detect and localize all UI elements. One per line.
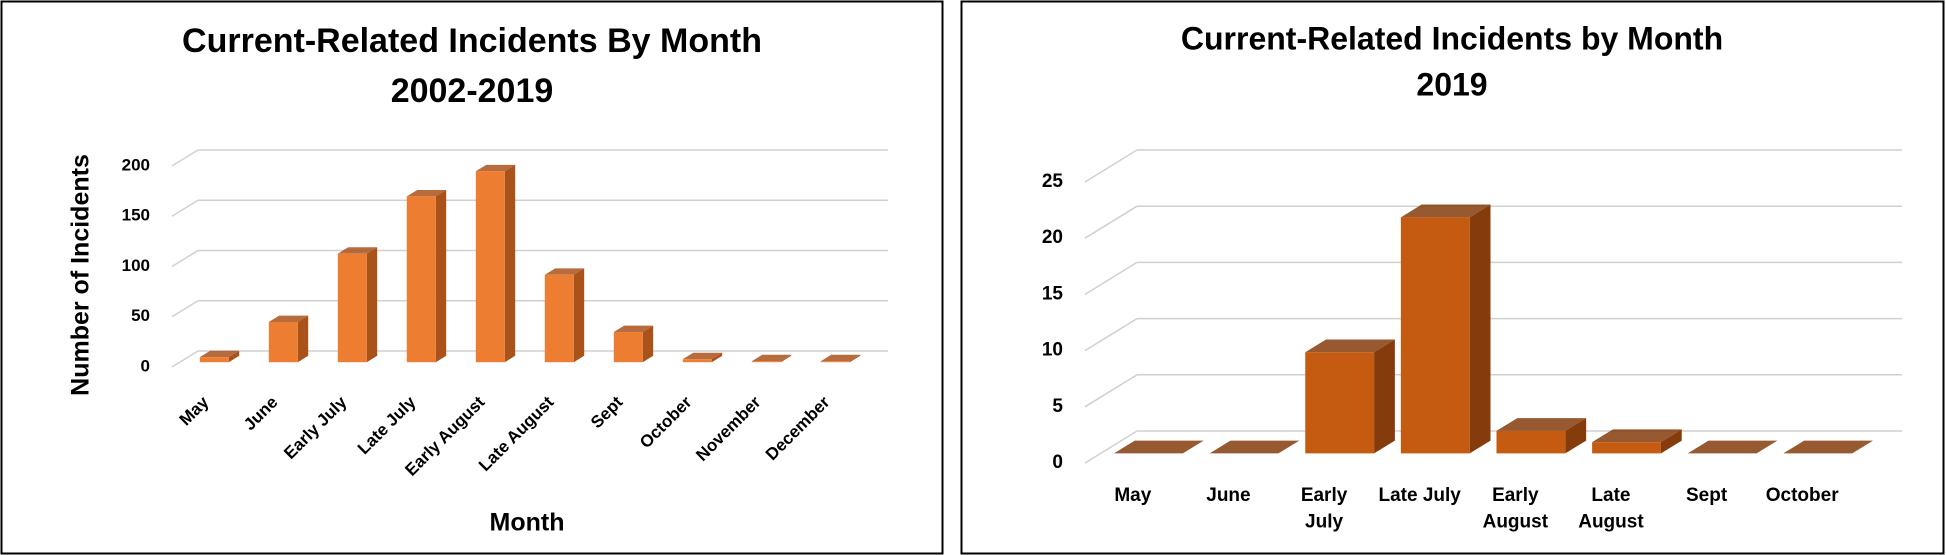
bar-side [366, 247, 378, 363]
grid-line-side [1084, 430, 1138, 464]
bar [1305, 352, 1375, 454]
bar-top [682, 352, 723, 360]
grid-line-side [171, 249, 199, 268]
x-tick-label: May [1114, 485, 1151, 506]
bar [337, 253, 367, 363]
bar [544, 274, 574, 363]
y-tick-label: 50 [131, 306, 150, 325]
bar-side [1469, 204, 1491, 454]
y-tick-label: 5 [1052, 396, 1063, 417]
x-axis-label: Month [490, 509, 565, 537]
y-tick-label: 20 [1042, 227, 1063, 248]
bar-top [1783, 440, 1874, 454]
bar-top [1113, 440, 1204, 454]
bar [1592, 442, 1661, 454]
chart-title: Current-Related Incidents By Month [182, 22, 762, 60]
panel-border [0, 0, 944, 555]
x-tick-label: June [1206, 485, 1250, 506]
bar-side [228, 350, 240, 363]
bar [406, 196, 436, 363]
grid-line-side [171, 199, 199, 217]
bar [751, 361, 781, 363]
y-tick-label: 25 [1042, 171, 1064, 192]
grid-line-side [1084, 261, 1138, 296]
bar [475, 171, 505, 363]
bar-top [820, 354, 861, 362]
y-tick-label: 100 [122, 256, 150, 275]
bar-side [1565, 418, 1587, 454]
bar [268, 322, 298, 363]
bar-top [751, 354, 792, 362]
bar-top [1496, 418, 1587, 431]
x-tick-label: Sept [1686, 485, 1728, 506]
x-tick-label: Late August [1578, 485, 1644, 533]
grid-line-side [171, 350, 199, 368]
grid-line-side [1084, 205, 1138, 239]
bar-side [1660, 429, 1682, 454]
bar [199, 357, 229, 363]
bar-top [337, 247, 378, 254]
bar-side [297, 315, 309, 363]
y-tick-label: 150 [122, 206, 150, 225]
y-tick-label: 0 [141, 356, 150, 375]
bar-side [780, 354, 792, 363]
chart-title: 2019 [1416, 66, 1487, 102]
grid-line-side [171, 149, 199, 167]
y-tick-label: 200 [122, 155, 150, 174]
bar [820, 361, 850, 363]
bar-top [1592, 429, 1682, 443]
bar-top [544, 268, 585, 275]
bar-top [268, 315, 309, 322]
bar [682, 359, 712, 363]
bar-top [1400, 204, 1491, 218]
bar-side [849, 354, 861, 363]
y-tick-label: 0 [1052, 452, 1063, 473]
bar [613, 332, 643, 363]
x-tick-label: Late July [1379, 485, 1462, 506]
bar-side [504, 164, 516, 363]
grid-line-side [171, 300, 199, 318]
bar [1400, 217, 1470, 454]
y-axis-label: Number of Incidents [67, 154, 95, 396]
y-tick-label: 15 [1042, 283, 1064, 304]
bar-top [406, 189, 447, 197]
grid-line-side [1084, 374, 1138, 408]
bar-top [613, 325, 654, 333]
bar-side [711, 352, 723, 363]
grid-line-side [1084, 149, 1138, 183]
bar [1496, 430, 1566, 454]
x-tick-label: October [1766, 485, 1839, 506]
chart-title: 2002-2019 [391, 72, 554, 110]
bar-side [642, 325, 654, 363]
bar-top [1305, 339, 1395, 353]
bar-side [1374, 339, 1395, 454]
chart-title: Current-Related Incidents by Month [1181, 20, 1723, 56]
bar-top [1209, 440, 1300, 454]
bar-side [435, 189, 447, 363]
x-tick-label: Early August [1483, 485, 1549, 533]
bar-side [573, 268, 585, 363]
bar-top [475, 164, 516, 172]
grid-line-side [1084, 317, 1138, 352]
x-tick-label: Early July [1301, 485, 1348, 533]
y-tick-label: 10 [1042, 340, 1063, 361]
bar-top [199, 350, 240, 358]
bar-top [1687, 440, 1778, 454]
